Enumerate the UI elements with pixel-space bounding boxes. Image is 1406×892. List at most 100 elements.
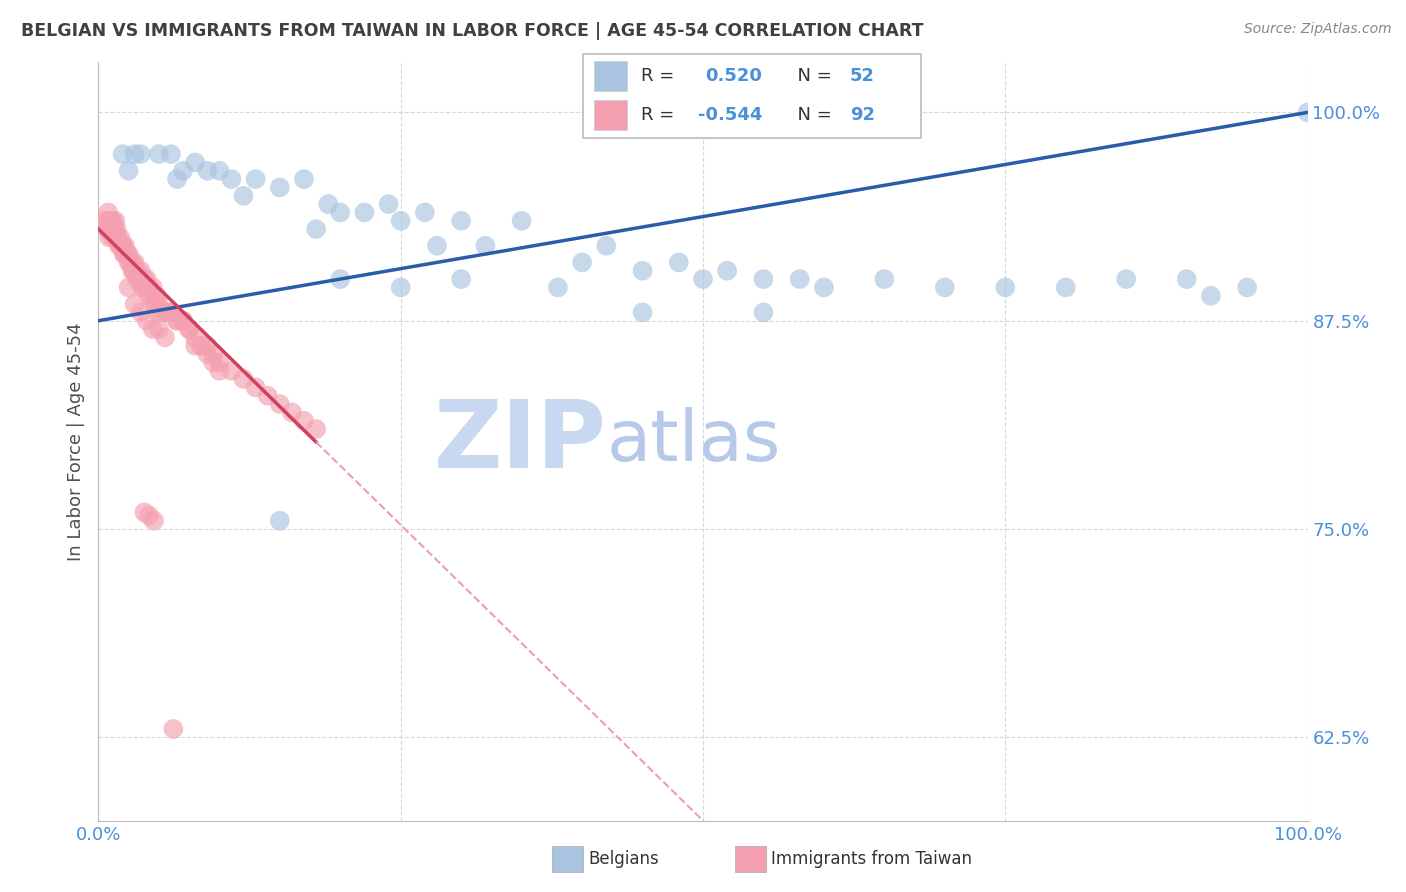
Text: ZIP: ZIP <box>433 395 606 488</box>
Point <box>111 238 134 252</box>
Point <box>195 347 218 361</box>
Point <box>221 172 243 186</box>
Point <box>172 314 194 328</box>
Point <box>96 222 118 236</box>
Text: atlas: atlas <box>606 407 780 476</box>
Text: 0.520: 0.520 <box>704 68 762 86</box>
Point <box>190 339 212 353</box>
Point <box>292 414 315 428</box>
Point <box>93 213 115 227</box>
Point <box>97 205 120 219</box>
Point <box>1296 105 1319 120</box>
Point <box>128 272 150 286</box>
Point <box>631 305 654 319</box>
Point <box>1175 272 1198 286</box>
Point <box>172 163 194 178</box>
Point <box>145 297 167 311</box>
Point <box>179 322 201 336</box>
Point <box>190 339 212 353</box>
Point <box>716 264 738 278</box>
Point <box>100 222 122 236</box>
Point <box>121 264 143 278</box>
Point <box>129 147 152 161</box>
Text: N =: N = <box>786 106 838 124</box>
Point <box>281 405 304 419</box>
Point <box>631 264 654 278</box>
Point <box>595 238 617 252</box>
Point <box>138 508 160 523</box>
Point <box>143 514 166 528</box>
Point <box>474 238 496 252</box>
Point <box>292 172 315 186</box>
Point <box>117 247 139 261</box>
Point <box>353 205 375 219</box>
Point <box>148 297 170 311</box>
Point <box>153 305 176 319</box>
Point <box>752 272 775 286</box>
Point <box>112 247 135 261</box>
Point <box>138 289 160 303</box>
Point <box>114 238 136 252</box>
Point <box>108 238 131 252</box>
Point <box>107 230 129 244</box>
Point <box>813 280 835 294</box>
Point <box>1199 289 1222 303</box>
Point <box>389 213 412 227</box>
Point <box>124 297 146 311</box>
Point <box>1054 280 1077 294</box>
Point <box>111 238 134 252</box>
Point <box>101 230 124 244</box>
Point <box>195 163 218 178</box>
Text: 92: 92 <box>851 106 875 124</box>
Text: R =: R = <box>641 68 686 86</box>
Point <box>450 272 472 286</box>
Point <box>110 238 132 252</box>
Point <box>232 372 254 386</box>
Point <box>103 222 125 236</box>
Text: 52: 52 <box>851 68 875 86</box>
Y-axis label: In Labor Force | Age 45-54: In Labor Force | Age 45-54 <box>66 322 84 561</box>
Point <box>142 322 165 336</box>
Point <box>135 280 157 294</box>
Point <box>256 389 278 403</box>
Point <box>160 147 183 161</box>
Point <box>129 305 152 319</box>
Point <box>305 222 328 236</box>
Point <box>108 230 131 244</box>
FancyBboxPatch shape <box>593 62 627 91</box>
Point <box>184 330 207 344</box>
Point <box>269 180 291 194</box>
Point <box>131 280 153 294</box>
Point <box>145 289 167 303</box>
Point <box>118 280 141 294</box>
Point <box>208 163 231 178</box>
Point <box>179 322 201 336</box>
Point <box>692 272 714 286</box>
Point <box>98 230 121 244</box>
Point <box>232 188 254 202</box>
Text: Belgians: Belgians <box>588 850 659 868</box>
Point <box>124 264 146 278</box>
Point <box>269 514 291 528</box>
Point <box>153 330 176 344</box>
Point <box>202 355 225 369</box>
Point <box>547 280 569 294</box>
Point <box>134 505 156 519</box>
Point <box>101 213 124 227</box>
Point <box>100 222 122 236</box>
Point <box>305 422 328 436</box>
FancyBboxPatch shape <box>583 54 921 138</box>
Point <box>160 305 183 319</box>
Point <box>426 238 449 252</box>
Point <box>135 272 157 286</box>
Point <box>221 364 243 378</box>
Point <box>789 272 811 286</box>
Point <box>148 147 170 161</box>
Point <box>245 172 267 186</box>
Point <box>166 314 188 328</box>
Point <box>245 380 267 394</box>
Point <box>873 272 896 286</box>
Point <box>114 247 136 261</box>
Point <box>752 305 775 319</box>
Point <box>269 397 291 411</box>
